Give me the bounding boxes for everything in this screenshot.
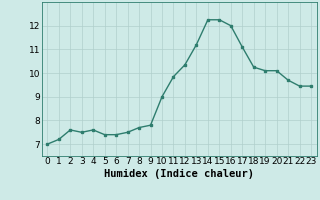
X-axis label: Humidex (Indice chaleur): Humidex (Indice chaleur) — [104, 169, 254, 179]
